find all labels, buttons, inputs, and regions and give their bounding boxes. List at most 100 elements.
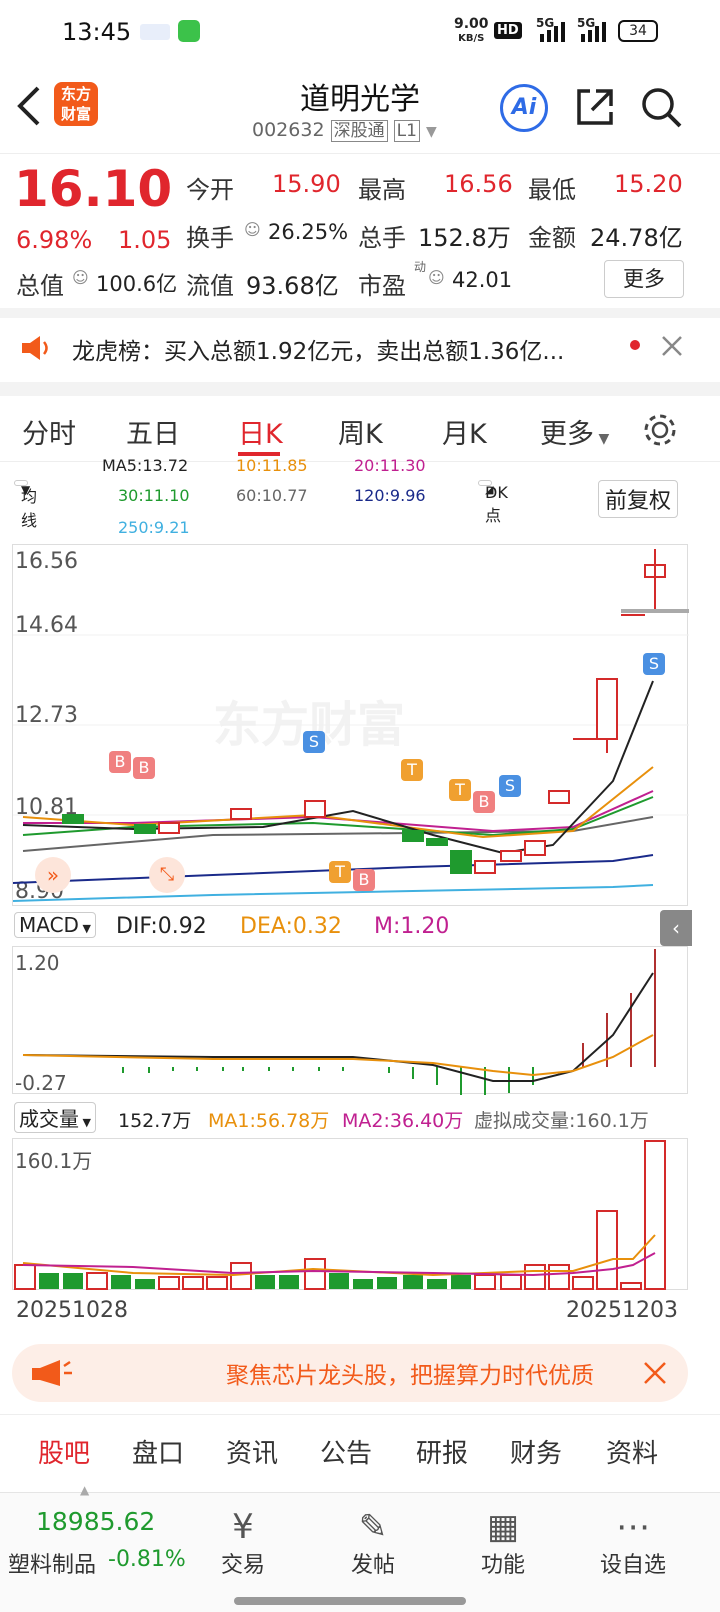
nav-functions[interactable]: ▦ 功能: [458, 1507, 548, 1579]
tab-five-day[interactable]: 五日: [126, 419, 180, 450]
candles-down: [62, 814, 472, 874]
ma-select-dropdown[interactable]: 均线 ▼: [14, 480, 37, 530]
macd-y-bottom: -0.27: [15, 1071, 67, 1095]
tab-more[interactable]: 更多 ▼: [540, 412, 609, 451]
turnover-value: 26.25%: [268, 220, 349, 244]
sell-marker[interactable]: S: [643, 653, 665, 675]
t-marker[interactable]: T: [401, 759, 423, 781]
fullscreen-icon[interactable]: ⤡: [149, 857, 185, 893]
nav-post[interactable]: ✎ 发帖: [328, 1507, 418, 1579]
volume-value: 152.7万: [118, 1110, 192, 1132]
notice-text: 龙虎榜：买入总额1.92亿元，卖出总额1.36亿...: [72, 339, 565, 365]
subtab-pankou[interactable]: 盘口: [132, 1439, 185, 1469]
nav-add-watchlist[interactable]: ⋯ 设自选: [588, 1507, 678, 1579]
dea-value: DEA:0.32: [240, 914, 342, 939]
volume-legend: 成交量 ▼ 152.7万 MA1:56.78万 MA2:36.40万 虚拟成交量…: [12, 1100, 720, 1138]
change-amount: 1.05: [118, 226, 172, 254]
open-value: 15.90: [272, 170, 341, 198]
more-dots-icon: ⋯: [616, 1507, 650, 1547]
tab-timeshare[interactable]: 分时: [22, 419, 76, 450]
info-icon[interactable]: ☺: [244, 220, 261, 239]
volume-select-dropdown[interactable]: 成交量 ▼: [14, 1102, 96, 1133]
index-value[interactable]: 18985.62: [36, 1507, 156, 1536]
edit-pencil-icon: ✎: [358, 1507, 388, 1547]
buy-marker[interactable]: B: [353, 869, 375, 891]
dif-value: DIF:0.92: [116, 914, 207, 939]
ma-select-label: 均线: [21, 487, 38, 530]
macd-negative-bars: [122, 1067, 534, 1095]
volume-y-top: 160.1万: [15, 1149, 93, 1173]
sub-tabs: 股吧 盘口 资讯 公告 研报 财务 资料: [0, 1414, 720, 1492]
date-start: 20251028: [16, 1298, 128, 1323]
volume-chart[interactable]: 160.1万: [12, 1138, 688, 1290]
tab-daily-k[interactable]: 日K: [238, 419, 283, 450]
trade-yen-icon: ¥: [232, 1507, 254, 1547]
nav-trade[interactable]: ¥ 交易: [198, 1507, 288, 1579]
tab-monthly-k[interactable]: 月K: [442, 419, 487, 450]
mktcap-value: 100.6亿: [96, 272, 178, 296]
nav-post-label: 发帖: [350, 1553, 395, 1578]
buy-marker[interactable]: B: [109, 751, 131, 773]
subtab-research[interactable]: 研报: [416, 1439, 469, 1469]
settings-gear-icon[interactable]: [642, 412, 678, 448]
search-icon[interactable]: [640, 86, 684, 130]
grid-apps-icon: ▦: [486, 1507, 520, 1547]
dea-line: [22, 1034, 654, 1077]
volume-plot: [14, 1140, 666, 1290]
close-icon[interactable]: [642, 1360, 668, 1386]
mktcap-info-icon[interactable]: ☺: [72, 268, 89, 287]
promo-banner[interactable]: 聚焦芯片龙头股，把握算力时代优质: [12, 1344, 688, 1402]
ma250-value: 250:9.21: [118, 518, 190, 537]
forward-adjust-button[interactable]: 前复权: [598, 480, 679, 518]
t-marker[interactable]: T: [329, 861, 351, 883]
buy-marker[interactable]: B: [133, 757, 155, 779]
notice-bar[interactable]: 龙虎榜：买入总额1.92亿元，卖出总额1.36亿...: [0, 318, 720, 380]
subtab-announcement[interactable]: 公告: [320, 1439, 373, 1469]
subtab-finance[interactable]: 财务: [510, 1439, 563, 1469]
ai-assistant-icon[interactable]: Ai: [500, 84, 548, 132]
level-tag: L1: [393, 120, 420, 142]
battery-icon: 34: [618, 20, 658, 42]
share-icon[interactable]: [574, 86, 616, 128]
megaphone-icon: [32, 1360, 72, 1386]
pe-info-icon[interactable]: ☺: [428, 268, 445, 287]
macd-y-top: 1.20: [15, 951, 60, 975]
eastmoney-logo[interactable]: 东方 财富: [54, 82, 98, 126]
macd-select-dropdown[interactable]: MACD ▼: [14, 912, 96, 938]
chevron-down-icon: ▼: [594, 431, 610, 447]
period-tabs: 分时 五日 日K 周K 月K 更多 ▼: [0, 398, 720, 462]
chevron-down-icon: ▼: [79, 1116, 91, 1129]
open-label: 今开: [186, 176, 234, 204]
back-arrow-icon[interactable]: [14, 84, 44, 128]
more-button[interactable]: 更多: [604, 260, 684, 298]
sell-marker[interactable]: S: [499, 775, 521, 797]
logo-line2: 财富: [60, 105, 91, 123]
subtab-news[interactable]: 资讯: [226, 1439, 279, 1469]
dk-point-button[interactable]: DK点 ◢: [478, 480, 508, 525]
home-indicator: [234, 1597, 466, 1605]
ma250-line: [13, 884, 654, 902]
sell-marker[interactable]: S: [303, 731, 325, 753]
chevron-down-icon: ▼: [78, 922, 91, 935]
collapse-panel-icon[interactable]: ‹: [660, 910, 692, 946]
subtab-guba[interactable]: 股吧: [38, 1439, 91, 1469]
exchange-tag: 深股通: [330, 120, 388, 142]
tab-weekly-k[interactable]: 周K: [338, 419, 383, 450]
macd-chart[interactable]: 1.20 -0.27: [12, 946, 688, 1095]
drag-up-icon: ▲: [80, 1483, 90, 1497]
expand-chevrons-icon[interactable]: »: [35, 857, 71, 893]
subtab-profile[interactable]: 资料: [606, 1439, 659, 1469]
status-bar: 13:45 9.00 KB/S HD 5G 5G 34: [0, 0, 720, 64]
t-marker[interactable]: T: [449, 779, 471, 801]
close-icon[interactable]: [660, 334, 684, 358]
stock-name: 道明光学: [300, 82, 420, 117]
index-name[interactable]: 塑料制品: [8, 1553, 97, 1578]
stock-code-row[interactable]: 002632 深股通 L1 ▼: [252, 116, 437, 142]
current-price: 16.10: [14, 160, 173, 218]
ma5-value: MA5:13.72: [102, 456, 189, 475]
buy-marker[interactable]: B: [473, 791, 495, 813]
ma120-value: 120:9.96: [354, 486, 426, 505]
pe-value: 42.01: [452, 268, 513, 292]
low-value: 15.20: [614, 170, 683, 198]
